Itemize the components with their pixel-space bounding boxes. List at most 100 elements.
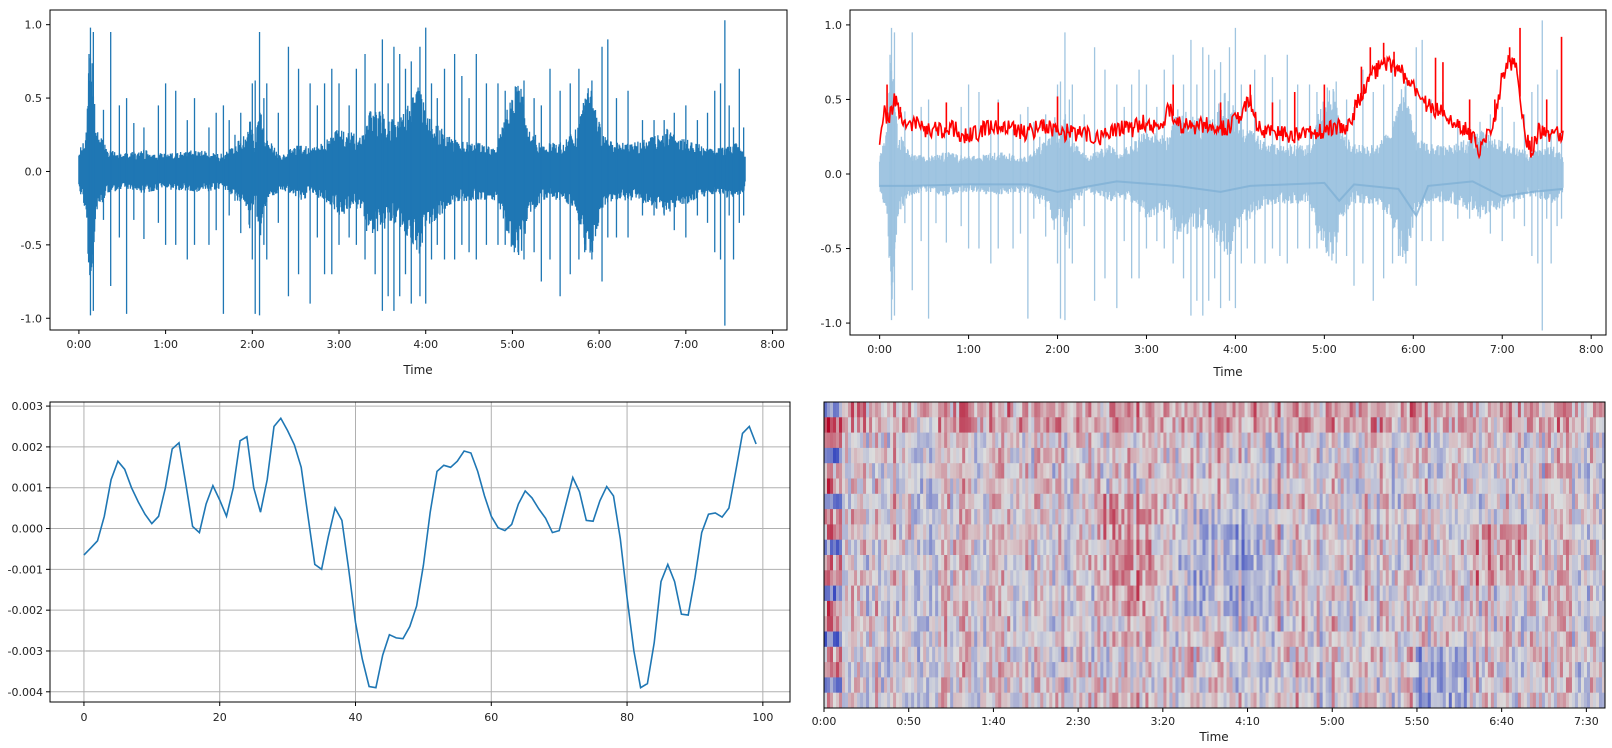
- heatmap-cell: [1010, 493, 1014, 510]
- heatmap-cell: [1574, 570, 1579, 586]
- heatmap-cell: [1127, 585, 1131, 602]
- heatmap-cell: [1508, 585, 1513, 602]
- heatmap-cell: [926, 631, 930, 648]
- heatmap-cell: [1430, 646, 1435, 663]
- heatmap-cell: [1499, 646, 1504, 663]
- heatmap-cell: [1283, 555, 1287, 571]
- heatmap-cell: [1475, 555, 1480, 571]
- heatmap-cell: [1052, 509, 1056, 525]
- heatmap-cell: [872, 570, 876, 586]
- heatmap-cell: [1097, 417, 1101, 433]
- heatmap-cell: [1268, 616, 1272, 632]
- heatmap-cell: [1529, 432, 1534, 449]
- heatmap-cell: [968, 478, 972, 495]
- heatmap-cell: [1463, 463, 1468, 479]
- heatmap-cell: [953, 585, 957, 602]
- heatmap-cell: [1136, 417, 1140, 433]
- heatmap-cell: [1136, 646, 1140, 663]
- heatmap-cell: [1163, 585, 1167, 602]
- heatmap-cell: [1091, 555, 1095, 571]
- heatmap-cell: [1322, 646, 1327, 663]
- heatmap-cell: [1034, 600, 1038, 617]
- heatmap-cell: [1055, 432, 1059, 449]
- heatmap-cell: [1394, 646, 1399, 663]
- heatmap-cell: [1169, 555, 1173, 571]
- heatmap-cell: [1190, 600, 1194, 617]
- heatmap-cell: [1391, 493, 1396, 510]
- heatmap-cell: [1223, 616, 1227, 632]
- heatmap-cell: [962, 432, 966, 449]
- heatmap-cell: [842, 417, 846, 433]
- heatmap-cell: [971, 524, 975, 541]
- heatmap-cell: [971, 463, 975, 479]
- heatmap-cell: [1580, 631, 1585, 648]
- heatmap-cell: [1118, 417, 1122, 433]
- heatmap-cell: [854, 524, 858, 541]
- heatmap-cell: [1343, 600, 1348, 617]
- heatmap-cell: [1430, 600, 1435, 617]
- heatmap-cell: [1334, 662, 1339, 678]
- heatmap-cell: [1463, 493, 1468, 510]
- heatmap-cell: [1592, 509, 1597, 525]
- heatmap-cell: [1577, 631, 1582, 648]
- heatmap-cell: [1286, 432, 1290, 449]
- heatmap-cell: [1580, 524, 1585, 541]
- heatmap-cell: [1454, 417, 1459, 433]
- heatmap-cell: [1307, 555, 1312, 571]
- heatmap-cell: [1034, 493, 1038, 510]
- heatmap-cell: [1490, 539, 1495, 556]
- heatmap-cell: [1310, 662, 1315, 678]
- heatmap-cell: [1454, 402, 1459, 418]
- heatmap-cell: [1445, 478, 1450, 495]
- heatmap-cell: [935, 555, 939, 571]
- heatmap-cell: [974, 631, 978, 648]
- heatmap-cell: [1301, 524, 1306, 541]
- heatmap-cell: [839, 478, 843, 495]
- heatmap-cell: [1316, 417, 1321, 433]
- heatmap-cell: [1112, 447, 1116, 464]
- heatmap-cell: [1238, 509, 1242, 525]
- heatmap-cell: [1307, 570, 1312, 586]
- heatmap-cell: [1214, 478, 1218, 495]
- heatmap-cell: [1418, 662, 1423, 678]
- heatmap-cell: [1346, 555, 1351, 571]
- heatmap-cell: [1583, 631, 1588, 648]
- heatmap-cell: [1223, 417, 1227, 433]
- heatmap-cell: [1136, 662, 1140, 678]
- heatmap-cell: [863, 524, 867, 541]
- heatmap-cell: [1184, 631, 1188, 648]
- heatmap-cell: [1334, 417, 1339, 433]
- heatmap-cell: [1409, 493, 1414, 510]
- heatmap-cell: [944, 478, 948, 495]
- heatmap-cell: [1469, 662, 1474, 678]
- heatmap-cell: [1052, 646, 1056, 663]
- heatmap-cell: [923, 631, 927, 648]
- heatmap-cell: [1151, 555, 1155, 571]
- heatmap-cell: [1547, 432, 1552, 449]
- heatmap-cell: [932, 570, 936, 586]
- heatmap-cell: [1493, 570, 1498, 586]
- heatmap-cell: [1028, 432, 1032, 449]
- heatmap-cell: [1424, 524, 1429, 541]
- heatmap-cell: [1340, 631, 1345, 648]
- heatmap-cell: [1220, 493, 1224, 510]
- heatmap-cell: [1169, 631, 1173, 648]
- heatmap-cell: [1319, 463, 1324, 479]
- heatmap-cell: [1256, 662, 1260, 678]
- heatmap-cell: [1160, 402, 1164, 418]
- heatmap-cell: [1019, 493, 1023, 510]
- heatmap-cell: [1016, 509, 1020, 525]
- heatmap-cell: [1121, 600, 1125, 617]
- heatmap-cell: [1070, 478, 1074, 495]
- heatmap-cell: [1127, 570, 1131, 586]
- heatmap-cell: [971, 447, 975, 464]
- heatmap-cell: [1553, 570, 1558, 586]
- heatmap-cell: [1253, 509, 1257, 525]
- heatmap-cell: [950, 631, 954, 648]
- heatmap-cell: [1433, 631, 1438, 648]
- heatmap-cell: [1478, 478, 1483, 495]
- heatmap-cell: [1202, 493, 1206, 510]
- heatmap-cell: [1535, 432, 1540, 449]
- heatmap-cell: [1178, 585, 1182, 602]
- heatmap-cell: [1133, 570, 1137, 586]
